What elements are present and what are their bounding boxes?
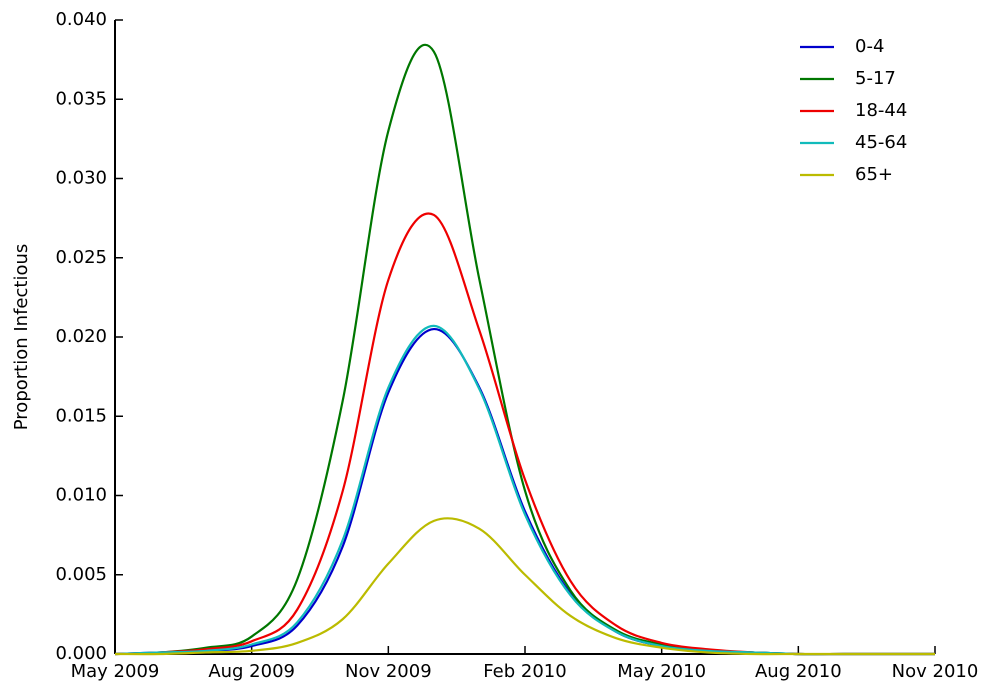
legend-label: 0-4 (855, 36, 884, 57)
x-tick-label: Aug 2010 (755, 661, 842, 682)
y-tick-label: 0.000 (55, 643, 107, 664)
y-tick-label: 0.005 (55, 564, 107, 585)
legend-label: 65+ (855, 164, 893, 185)
y-tick-label: 0.035 (55, 88, 107, 109)
y-axis-label: Proportion Infectious (11, 244, 32, 430)
series-line (114, 212, 935, 656)
y-tick-label: 0.015 (55, 405, 107, 426)
y-tick-label: 0.040 (55, 9, 107, 30)
y-tick-label: 0.010 (55, 485, 107, 506)
legend-label: 18-44 (855, 100, 907, 121)
x-tick-label: Aug 2009 (208, 661, 295, 682)
y-tick-label: 0.030 (55, 168, 107, 189)
legend-label: 45-64 (855, 132, 907, 153)
legend-label: 5-17 (855, 68, 896, 89)
x-tick-label: Nov 2010 (892, 661, 979, 682)
x-tick-label: Nov 2009 (345, 661, 432, 682)
series-line (114, 43, 935, 656)
x-tick-label: Feb 2010 (483, 661, 566, 682)
y-tick-label: 0.020 (55, 326, 107, 347)
x-tick-label: May 2009 (71, 661, 160, 682)
y-tick-label: 0.025 (55, 247, 107, 268)
x-tick-label: May 2010 (617, 661, 706, 682)
series-line (114, 517, 935, 656)
